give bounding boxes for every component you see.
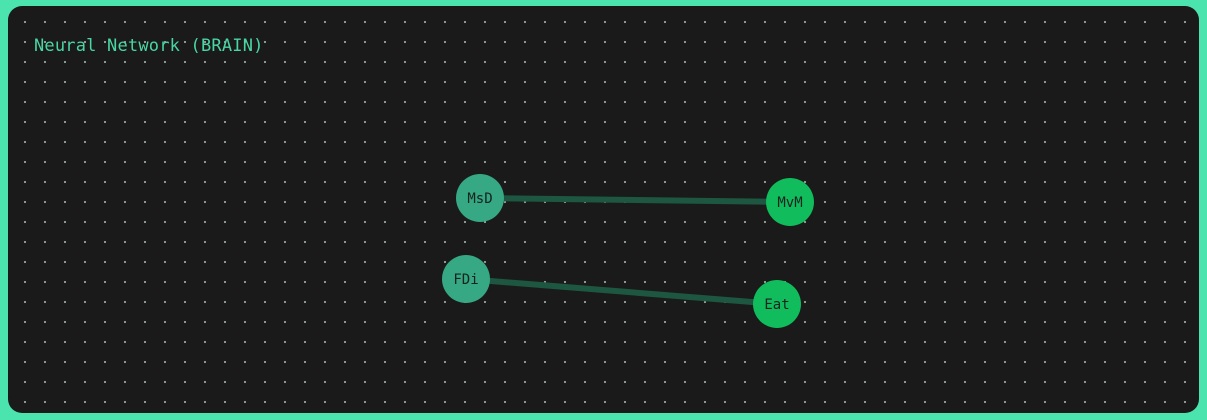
panel-title: Neural Network (BRAIN) xyxy=(34,36,264,56)
neural-network-panel: Neural Network (BRAIN) MsD FDi MvM Eat xyxy=(8,6,1199,413)
connection-msd-mvm xyxy=(477,195,793,205)
output-node-label: MvM xyxy=(777,195,802,211)
input-node-label: MsD xyxy=(467,191,492,207)
input-node-label: FDi xyxy=(453,272,478,288)
output-node-eat[interactable]: Eat xyxy=(753,280,801,328)
input-node-circle xyxy=(456,174,504,222)
input-node-msd[interactable]: MsD xyxy=(456,174,504,222)
network-graph: MsD FDi MvM Eat xyxy=(442,174,814,328)
connection-fdi-eat xyxy=(463,276,780,307)
input-node-circle xyxy=(442,255,490,303)
output-node-label: Eat xyxy=(764,297,789,313)
output-node-circle xyxy=(753,280,801,328)
connections-layer xyxy=(463,195,793,307)
output-node-circle xyxy=(766,178,814,226)
input-node-fdi[interactable]: FDi xyxy=(442,255,490,303)
nodes-layer: MsD FDi MvM Eat xyxy=(442,174,814,328)
output-node-mvm[interactable]: MvM xyxy=(766,178,814,226)
